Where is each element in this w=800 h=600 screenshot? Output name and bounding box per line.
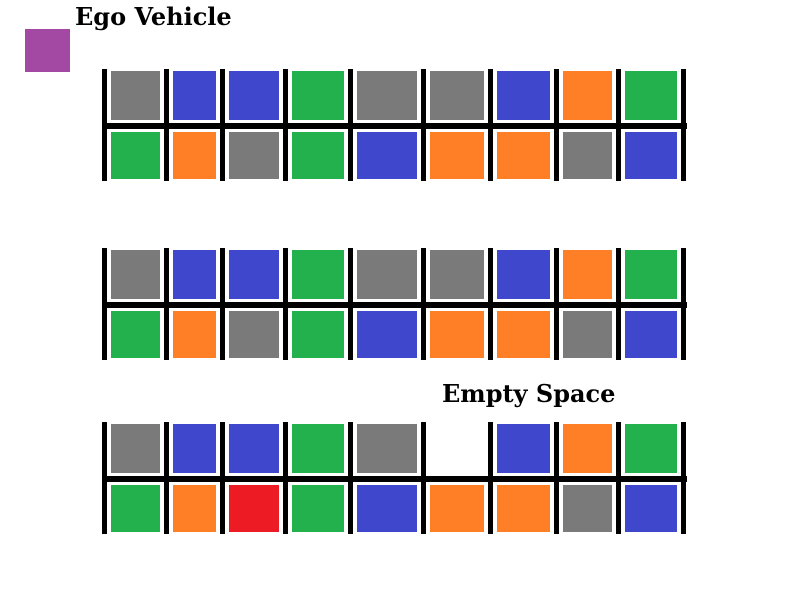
stall-divider bbox=[348, 422, 353, 534]
stall-divider bbox=[421, 69, 426, 181]
parked-car-blue bbox=[229, 71, 279, 120]
parked-car-green bbox=[625, 71, 677, 120]
parked-car-orange bbox=[430, 485, 484, 532]
parked-car-blue bbox=[497, 250, 550, 299]
parked-car-green bbox=[292, 132, 344, 179]
parked-car-orange bbox=[563, 71, 612, 120]
parked-car-gray bbox=[111, 250, 160, 299]
parked-car-orange bbox=[497, 132, 550, 179]
stall-divider bbox=[348, 69, 353, 181]
parking-lot-3 bbox=[102, 422, 687, 534]
parked-car-blue bbox=[173, 71, 216, 120]
parked-car-blue bbox=[229, 250, 279, 299]
lot-center-line bbox=[104, 123, 687, 129]
parked-car-green bbox=[111, 311, 160, 358]
stall-divider bbox=[348, 248, 353, 360]
stall-divider bbox=[283, 422, 288, 534]
lot-center-line bbox=[104, 476, 687, 482]
parked-car-gray bbox=[563, 311, 612, 358]
lot-center-line bbox=[104, 302, 687, 308]
stall-divider bbox=[283, 69, 288, 181]
parked-car-gray bbox=[111, 424, 160, 473]
parked-car-orange bbox=[497, 485, 550, 532]
parked-car-gray bbox=[357, 424, 417, 473]
stall-divider bbox=[554, 422, 559, 534]
parking-lot-2 bbox=[102, 248, 687, 360]
parked-car-green bbox=[292, 250, 344, 299]
parked-car-blue bbox=[625, 485, 677, 532]
stall-divider bbox=[421, 422, 426, 534]
parked-car-blue bbox=[173, 424, 216, 473]
parked-car-green bbox=[111, 132, 160, 179]
stall-divider bbox=[616, 248, 621, 360]
parked-car-green bbox=[292, 311, 344, 358]
parked-car-orange bbox=[173, 311, 216, 358]
stall-divider bbox=[164, 422, 169, 534]
parked-car-green bbox=[111, 485, 160, 532]
parked-car-orange bbox=[563, 250, 612, 299]
parked-car-green bbox=[625, 250, 677, 299]
parked-car-blue bbox=[173, 250, 216, 299]
stall-divider bbox=[102, 422, 107, 534]
stall-divider bbox=[554, 248, 559, 360]
stall-divider bbox=[102, 69, 107, 181]
ego-vehicle-label: Ego Vehicle bbox=[75, 2, 232, 31]
stall-divider bbox=[488, 69, 493, 181]
parked-car-gray bbox=[563, 485, 612, 532]
parked-car-gray bbox=[563, 132, 612, 179]
stall-divider bbox=[220, 248, 225, 360]
parked-car-blue bbox=[497, 424, 550, 473]
stall-divider bbox=[616, 422, 621, 534]
stall-divider bbox=[681, 248, 686, 360]
parked-car-orange bbox=[173, 485, 216, 532]
ego-vehicle bbox=[25, 29, 70, 72]
parking-lots bbox=[102, 69, 687, 534]
parked-car-gray bbox=[430, 71, 484, 120]
parked-car-green bbox=[292, 485, 344, 532]
parked-car-blue bbox=[497, 71, 550, 120]
parked-car-gray bbox=[229, 132, 279, 179]
stall-divider bbox=[488, 248, 493, 360]
stall-divider bbox=[164, 69, 169, 181]
stall-divider bbox=[681, 69, 686, 181]
stall-divider bbox=[488, 422, 493, 534]
stall-divider bbox=[554, 69, 559, 181]
stall-divider bbox=[220, 422, 225, 534]
parked-car-green bbox=[625, 424, 677, 473]
parked-car-gray bbox=[357, 250, 417, 299]
parked-car-blue bbox=[229, 424, 279, 473]
empty-space-label: Empty Space bbox=[442, 379, 615, 408]
parked-car-blue bbox=[625, 311, 677, 358]
parked-car-gray bbox=[430, 250, 484, 299]
parked-car-blue bbox=[357, 311, 417, 358]
parked-car-gray bbox=[357, 71, 417, 120]
parked-car-blue bbox=[625, 132, 677, 179]
parked-car-orange bbox=[430, 311, 484, 358]
stall-divider bbox=[220, 69, 225, 181]
parked-car-green bbox=[292, 424, 344, 473]
parked-car-orange bbox=[173, 132, 216, 179]
parked-car-orange bbox=[563, 424, 612, 473]
parked-car-blue bbox=[357, 485, 417, 532]
parked-car-red bbox=[229, 485, 279, 532]
parked-car-orange bbox=[430, 132, 484, 179]
stall-divider bbox=[164, 248, 169, 360]
stall-divider bbox=[616, 69, 621, 181]
stall-divider bbox=[283, 248, 288, 360]
parked-car-gray bbox=[229, 311, 279, 358]
parked-car-blue bbox=[357, 132, 417, 179]
stall-divider bbox=[681, 422, 686, 534]
parked-car-gray bbox=[111, 71, 160, 120]
parked-car-green bbox=[292, 71, 344, 120]
parked-car-orange bbox=[497, 311, 550, 358]
parking-lot-1 bbox=[102, 69, 687, 181]
stall-divider bbox=[102, 248, 107, 360]
stall-divider bbox=[421, 248, 426, 360]
